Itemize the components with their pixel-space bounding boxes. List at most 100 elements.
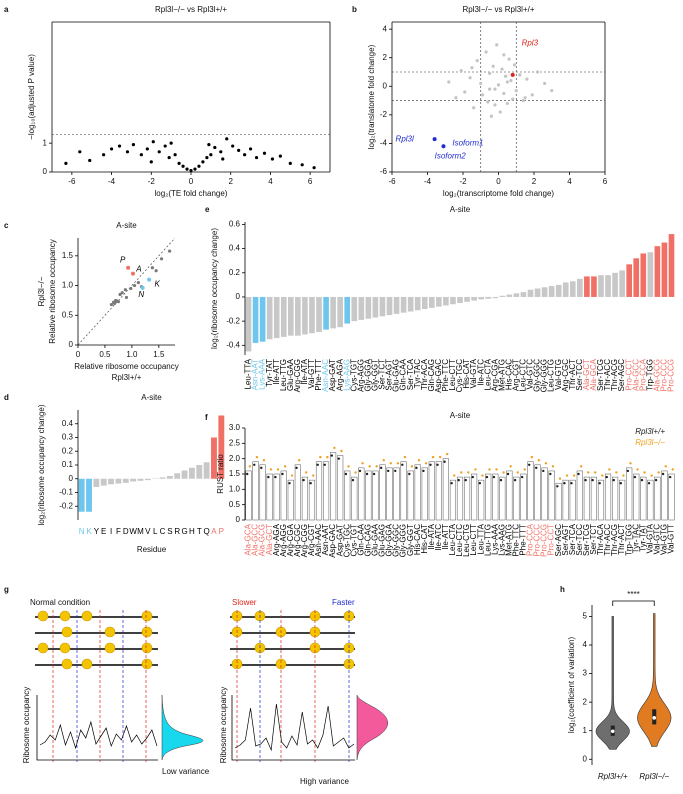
x-tick-label: Val-GTG	[660, 524, 669, 555]
g-low: Low variance	[162, 767, 210, 776]
x-tick-label: Glu-GAA	[371, 523, 380, 556]
point	[509, 78, 513, 83]
dot	[274, 475, 277, 479]
x-tick-label: M	[137, 527, 144, 536]
bar	[457, 296, 463, 304]
y-tick-label: 0	[236, 515, 241, 524]
dot	[460, 471, 463, 474]
bar	[337, 455, 344, 521]
point	[147, 277, 152, 282]
x-tick-label: L	[153, 527, 158, 536]
x-tick-label: Arg-AGG	[279, 524, 288, 557]
legend-entry: Rpl3l+/+	[635, 427, 665, 436]
bar	[661, 242, 668, 297]
bar	[211, 437, 217, 479]
x-tick-label: His-CAT	[462, 359, 471, 389]
x-tick-label: 4	[567, 177, 572, 186]
dot	[403, 455, 407, 459]
x-tick-label: Lys-AAG	[497, 524, 506, 556]
y-tick-label: 0.2	[62, 446, 74, 455]
bar	[78, 478, 85, 512]
x-tick-label: -4	[424, 177, 432, 186]
point	[262, 151, 267, 155]
bar	[492, 473, 499, 521]
y-tick-label: 0	[69, 340, 74, 349]
x-tick-label: Q	[204, 527, 210, 536]
plot-axes	[231, 695, 355, 761]
point	[468, 76, 472, 80]
point	[479, 81, 483, 86]
y-tick-label: 2.0	[229, 454, 241, 463]
dot	[295, 466, 298, 470]
y-tick-label: 0	[236, 292, 241, 301]
bar	[259, 464, 266, 521]
ribosome	[81, 610, 93, 622]
bar	[159, 477, 166, 479]
dot	[337, 457, 341, 460]
dot	[417, 459, 421, 462]
bar	[280, 296, 287, 337]
x-tick-label: Ser-AGC	[617, 359, 626, 392]
bar	[295, 296, 301, 336]
point	[221, 157, 225, 161]
bar	[654, 476, 661, 521]
dot	[619, 482, 623, 485]
x-tick-label: R	[174, 527, 180, 536]
x-tick-label: Pro-CCC	[660, 359, 669, 392]
x-tick-label: Trp-TGG	[645, 359, 654, 391]
point	[488, 71, 492, 76]
dot	[389, 462, 393, 465]
point	[463, 90, 467, 94]
x-tick-label: P	[219, 527, 224, 536]
variance-distribution	[356, 694, 388, 761]
dot	[297, 459, 301, 462]
point	[207, 142, 211, 147]
dot	[408, 472, 411, 476]
x-tick-label: Ser-TCT	[378, 359, 387, 390]
panel-label: d	[4, 393, 9, 402]
x-tick-label: Phe-TTT	[314, 359, 323, 391]
x-tick-label: Gln-CAG	[427, 359, 436, 391]
dot	[516, 471, 519, 474]
point	[300, 163, 304, 167]
dot	[262, 459, 266, 462]
x-tick-label: N	[79, 527, 85, 536]
y-tick-label: 0.1	[62, 460, 74, 469]
annotation: Isoform2	[435, 151, 467, 160]
x-tick-label: Gln-CAG	[363, 524, 372, 556]
bar	[316, 296, 322, 333]
bar	[86, 478, 92, 512]
point	[169, 141, 173, 145]
dot	[269, 468, 273, 471]
dot	[633, 475, 637, 479]
x-tick-label: Asp-GAC	[434, 359, 443, 393]
x-tick-label: Ile-ATC	[476, 359, 485, 386]
x-tick-label: Arg-AGG	[356, 359, 365, 392]
bar	[471, 296, 477, 301]
dot	[394, 469, 397, 473]
point	[114, 298, 118, 303]
point	[120, 291, 124, 295]
dot	[579, 465, 583, 468]
y-tick-label: 3.0	[229, 423, 241, 432]
bar	[100, 478, 107, 486]
chart-title: A-site	[116, 221, 137, 230]
bar	[492, 296, 499, 299]
x-tick-label: Val-GTT	[667, 524, 676, 554]
bar	[548, 286, 555, 297]
y-tick-label: 2	[583, 697, 588, 706]
g-slower: Slower	[232, 598, 257, 607]
bar	[273, 473, 280, 521]
bar	[365, 470, 372, 521]
x-tick-label: 0	[496, 177, 501, 186]
x-tick-label: Ser-TCG	[582, 524, 591, 556]
point	[495, 43, 499, 47]
bar	[287, 479, 294, 521]
dot	[354, 471, 357, 474]
bar	[245, 470, 252, 521]
bar	[407, 470, 414, 521]
bar	[464, 296, 470, 302]
bar	[266, 473, 273, 521]
point	[209, 153, 213, 157]
point	[505, 80, 509, 84]
